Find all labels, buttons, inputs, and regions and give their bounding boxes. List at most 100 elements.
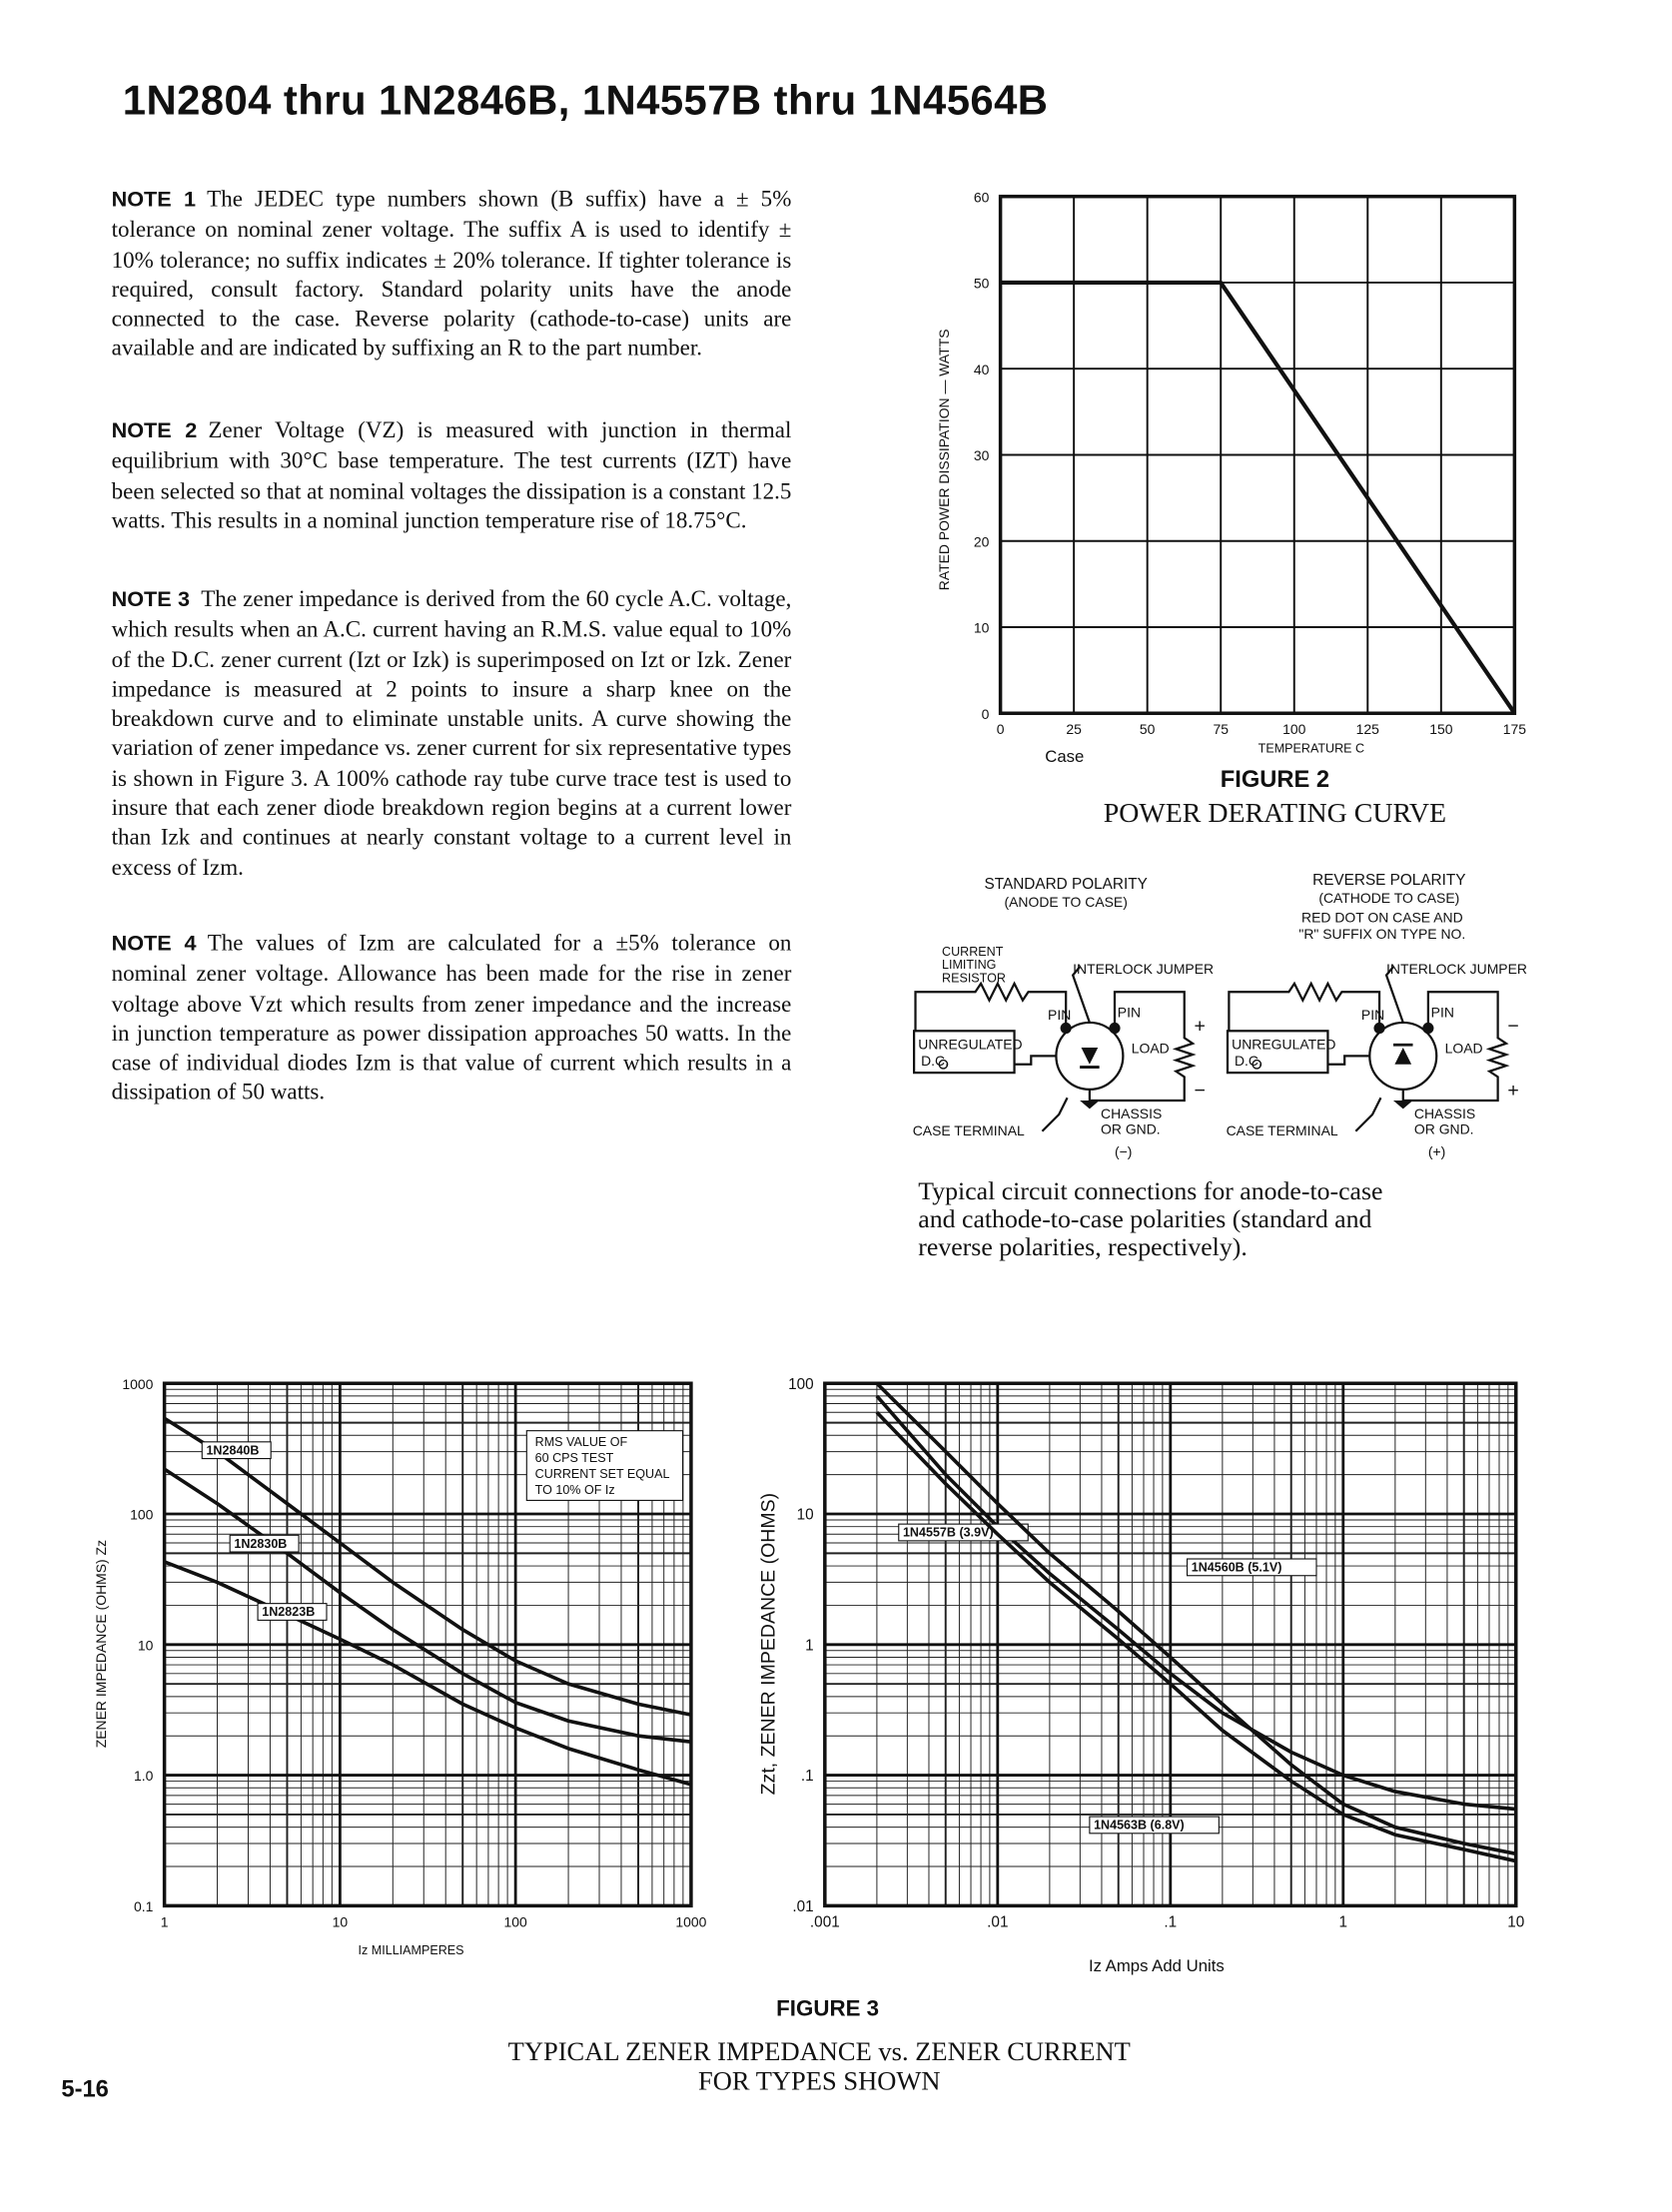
data-line (875, 1381, 1517, 1856)
circuit-title: STANDARD POLARITY (985, 876, 1148, 893)
data-line (1000, 280, 1517, 715)
pin-label: PIN (1118, 1004, 1141, 1020)
source-box (913, 1030, 1016, 1075)
circuit-note: "R" SUFFIX ON TYPE NO. (1298, 926, 1465, 942)
figure-title: POWER DERATING CURVE (1104, 798, 1446, 829)
source-label: UNREGULATED (1232, 1036, 1335, 1052)
figure-label: FIGURE 2 (1221, 767, 1329, 793)
jumper-label: INTERLOCK JUMPER (1386, 961, 1527, 977)
x-tick-label: 10 (1507, 1913, 1524, 1930)
y-tick-label: 1000 (122, 1376, 153, 1392)
wire (1402, 991, 1510, 1103)
resistor-label: LIMITING (942, 958, 996, 972)
plot-frame (998, 194, 1517, 715)
caption-line: Typical circuit connections for anode-to… (918, 1176, 1382, 1205)
data-line (875, 1394, 1516, 1812)
wire (1089, 991, 1197, 1103)
y-tick-label: 30 (974, 447, 990, 463)
chassis-label: OR GND. (1101, 1121, 1161, 1137)
polarity-sign: − (1507, 1016, 1518, 1038)
pin-label: PIN (1048, 1007, 1071, 1023)
circuit-subtitle: (ANODE TO CASE) (1004, 894, 1127, 910)
jumper-leader (1384, 966, 1404, 1024)
x-tick-label: 10 (333, 1913, 349, 1929)
source-box (1226, 1030, 1329, 1075)
note: NOTE 1 The JEDEC type numbers shown (B su… (112, 184, 792, 364)
circuit-subtitle: (CATHODE TO CASE) (1318, 890, 1459, 906)
polarity-sign: + (1507, 1080, 1518, 1102)
y-tick-label: .1 (801, 1768, 814, 1785)
polarity-sign: + (1195, 1016, 1206, 1038)
chassis-label: OR GND. (1414, 1121, 1474, 1137)
figure-caption: TYPICAL ZENER IMPEDANCE vs. ZENER CURREN… (508, 2036, 1131, 2066)
data-line (163, 1416, 692, 1717)
page-number: 5-16 (61, 2075, 109, 2103)
pin (1109, 1022, 1121, 1035)
x-axis-label: Iz MILLIAMPERES (359, 1943, 464, 1957)
wire (1327, 1055, 1370, 1066)
x-tick-label: 0 (997, 721, 1005, 737)
y-tick-label: 0 (982, 706, 990, 722)
diode-symbol (1394, 1048, 1412, 1065)
annotation: RMS VALUE OF (535, 1435, 628, 1449)
y-tick-label: 20 (974, 533, 990, 549)
annotation: Case (1045, 747, 1084, 766)
load-label: LOAD (1132, 1041, 1170, 1057)
y-axis-label: RATED POWER DISSIPATION — WATTS (936, 329, 952, 590)
y-tick-label: 0.1 (134, 1898, 154, 1914)
series-label-box (201, 1441, 272, 1460)
y-tick-label: 50 (974, 276, 990, 292)
ground-symbol (1393, 1101, 1413, 1109)
figure-label: FIGURE 3 (776, 1996, 879, 2021)
x-tick-label: 100 (504, 1913, 528, 1929)
note-label: NOTE 1 (111, 188, 196, 213)
wire (1228, 981, 1381, 1032)
chassis-label: CHASSIS (1414, 1106, 1475, 1121)
x-tick-label: 175 (1503, 721, 1527, 737)
series-label: 1N4557B (3.9V) (903, 1526, 994, 1540)
series-label: 1N2823B (262, 1605, 315, 1619)
circuit-title: REVERSE POLARITY (1312, 872, 1465, 889)
circuit-note: RED DOT ON CASE AND (1301, 909, 1463, 925)
case-terminal-label: CASE TERMINAL (913, 1122, 1025, 1138)
x-tick-label: 1 (1339, 1913, 1348, 1930)
y-tick-label: 100 (130, 1507, 154, 1523)
pin (1422, 1022, 1434, 1035)
jumper-leader (1071, 966, 1091, 1024)
note-label: NOTE 3 (111, 587, 191, 612)
note-label: NOTE 4 (111, 932, 197, 956)
series-label: 1N2840B (206, 1443, 259, 1457)
note: NOTE 2 Zener Voltage (VZ) is measured wit… (112, 415, 792, 535)
y-tick-label: 10 (974, 620, 990, 636)
x-tick-label: 1 (161, 1913, 169, 1929)
case-terminal-label: CASE TERMINAL (1227, 1122, 1338, 1138)
y-tick-label: 10 (797, 1507, 814, 1524)
y-tick-label: 10 (138, 1637, 154, 1653)
case-terminal-leader (1041, 1097, 1069, 1132)
series-label-box (229, 1534, 300, 1553)
series-label-box (1089, 1816, 1220, 1835)
y-tick-label: 60 (974, 189, 990, 205)
terminal (938, 1059, 949, 1070)
terminal (1252, 1059, 1262, 1070)
note-text: The JEDEC type numbers shown (B suffix) … (111, 185, 792, 362)
plot-frame (162, 1381, 693, 1908)
annotation: TO 10% OF Iz (535, 1483, 615, 1497)
page-title: 1N2804 thru 1N2846B, 1N4557B thru 1N4564… (122, 78, 1049, 125)
plot-frame (823, 1381, 1518, 1908)
series-label: 1N4563B (6.8V) (1094, 1819, 1185, 1833)
x-tick-label: 50 (1140, 721, 1156, 737)
source-label: D.C. (1235, 1053, 1262, 1069)
note: NOTE 4 The values of Izm are calculated f… (112, 928, 792, 1107)
case-terminal-leader (1354, 1097, 1382, 1132)
annotation: CURRENT SET EQUAL (535, 1467, 670, 1481)
x-tick-label: .1 (1164, 1913, 1177, 1930)
annotation: 60 CPS TEST (535, 1451, 614, 1465)
x-axis-label: TEMPERATURE C (1258, 741, 1364, 755)
note-text: The zener impedance is derived from the … (111, 584, 792, 881)
resistor-label: RESISTOR (942, 971, 1006, 985)
polarity-label: (+) (1428, 1143, 1445, 1159)
chassis-label: CHASSIS (1101, 1106, 1162, 1121)
